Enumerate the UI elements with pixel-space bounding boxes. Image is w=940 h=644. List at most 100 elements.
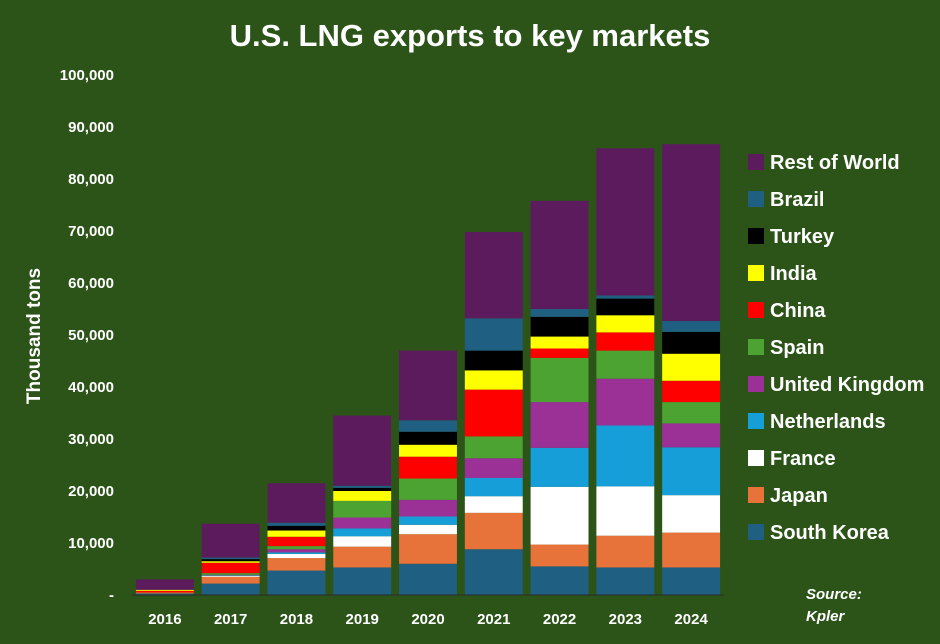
bar-segment	[530, 544, 589, 567]
y-tick-label: 80,000	[68, 171, 114, 188]
bar-segment	[399, 456, 457, 479]
bar-segment	[201, 562, 260, 574]
bar-segment	[135, 592, 194, 594]
bar-segment	[333, 567, 392, 595]
legend-swatch	[748, 191, 764, 207]
bar-segment	[267, 522, 326, 526]
source-label: Source:	[806, 586, 862, 603]
bar-segment	[333, 500, 392, 518]
legend-swatch	[748, 524, 764, 540]
bars-group	[135, 144, 721, 595]
bar-segment	[662, 423, 721, 448]
bar-segment	[201, 575, 260, 576]
y-tick-label: -	[109, 587, 114, 604]
bar-segment	[464, 458, 523, 478]
legend-swatch	[748, 376, 764, 392]
bar-segment	[267, 552, 326, 554]
chart-title: U.S. LNG exports to key markets	[230, 18, 711, 53]
legend-swatch	[748, 413, 764, 429]
bar-segment	[333, 485, 392, 488]
bar-segment	[530, 336, 589, 349]
bar-segment	[662, 331, 721, 354]
bar-segment	[267, 536, 326, 547]
bar-segment	[267, 553, 326, 559]
legend-label: Rest of World	[770, 152, 900, 174]
bar-segment	[596, 298, 655, 316]
bar-segment	[530, 357, 589, 403]
legend-swatch	[748, 339, 764, 355]
bar-segment	[135, 590, 194, 593]
bar-segment	[464, 350, 523, 371]
y-tick-label: 20,000	[68, 483, 114, 500]
bar-segment	[333, 487, 392, 491]
legend-label: Turkey	[770, 226, 835, 248]
legend-label: Netherlands	[770, 411, 886, 433]
bar-segment	[662, 353, 721, 381]
bar-segment	[333, 546, 392, 568]
legend-label: France	[770, 448, 836, 470]
legend-label: India	[770, 263, 818, 285]
legend-swatch	[748, 154, 764, 170]
bar-segment	[662, 532, 721, 568]
bar-segment	[201, 561, 260, 563]
bar-segment	[464, 549, 523, 595]
legend-swatch	[748, 487, 764, 503]
x-axis-ticks: 2016 2017 2018 2019 2020 2021 2022 2023 2024	[148, 611, 708, 628]
legend-label: United Kingdom	[770, 374, 924, 396]
bar-segment	[333, 415, 392, 486]
bar-segment	[530, 200, 589, 309]
bar-segment	[399, 534, 457, 564]
bar-segment	[201, 574, 260, 576]
bar-segment	[530, 316, 589, 337]
bar-segment	[135, 593, 194, 595]
bar-segment	[464, 389, 523, 437]
x-tick-label: 2022	[543, 611, 576, 628]
bar-segment	[464, 512, 523, 550]
x-tick-label: 2018	[280, 611, 313, 628]
x-tick-label: 2020	[411, 611, 444, 628]
bar-segment	[596, 295, 655, 299]
bar-segment	[464, 370, 523, 390]
y-tick-label: 30,000	[68, 431, 114, 448]
bar-segment	[333, 528, 392, 537]
y-tick-label: 90,000	[68, 119, 114, 136]
bar-segment	[530, 348, 589, 358]
bar-segment	[201, 575, 260, 577]
bar-segment	[596, 535, 655, 568]
bar-segment	[267, 549, 326, 553]
bar-segment	[662, 320, 721, 332]
bar-segment	[464, 496, 523, 513]
x-tick-label: 2017	[214, 611, 247, 628]
bar-segment	[399, 478, 457, 500]
bar-segment	[530, 447, 589, 487]
bar-segment	[333, 491, 392, 501]
legend-swatch	[748, 450, 764, 466]
bar-segment	[596, 332, 655, 351]
x-tick-label: 2019	[346, 611, 379, 628]
legend: Rest of World Brazil Turkey India China Spain…	[748, 152, 924, 544]
bar-segment	[530, 566, 589, 595]
y-tick-label: 100,000	[60, 67, 114, 84]
bar-segment	[596, 378, 655, 426]
bar-segment	[267, 530, 326, 537]
bar-segment	[333, 536, 392, 547]
y-tick-label: 40,000	[68, 379, 114, 396]
bar-segment	[596, 567, 655, 595]
legend-swatch	[748, 302, 764, 318]
legend-label: China	[770, 300, 826, 322]
bar-segment	[530, 402, 589, 448]
x-tick-label: 2023	[609, 611, 642, 628]
bar-segment	[399, 499, 457, 517]
bar-segment	[464, 478, 523, 497]
y-axis-ticks: - 10,000 20,000 30,000 40,000 50,000 60,000 70,…	[60, 67, 114, 604]
legend-swatch	[748, 265, 764, 281]
bar-segment	[662, 447, 721, 496]
bar-segment	[333, 517, 392, 529]
source-note: Source: Kpler	[806, 586, 862, 625]
legend-label: Brazil	[770, 189, 824, 211]
bar-segment	[596, 425, 655, 487]
bar-segment	[596, 315, 655, 333]
bar-segment	[267, 546, 326, 550]
bar-segment	[464, 436, 523, 459]
